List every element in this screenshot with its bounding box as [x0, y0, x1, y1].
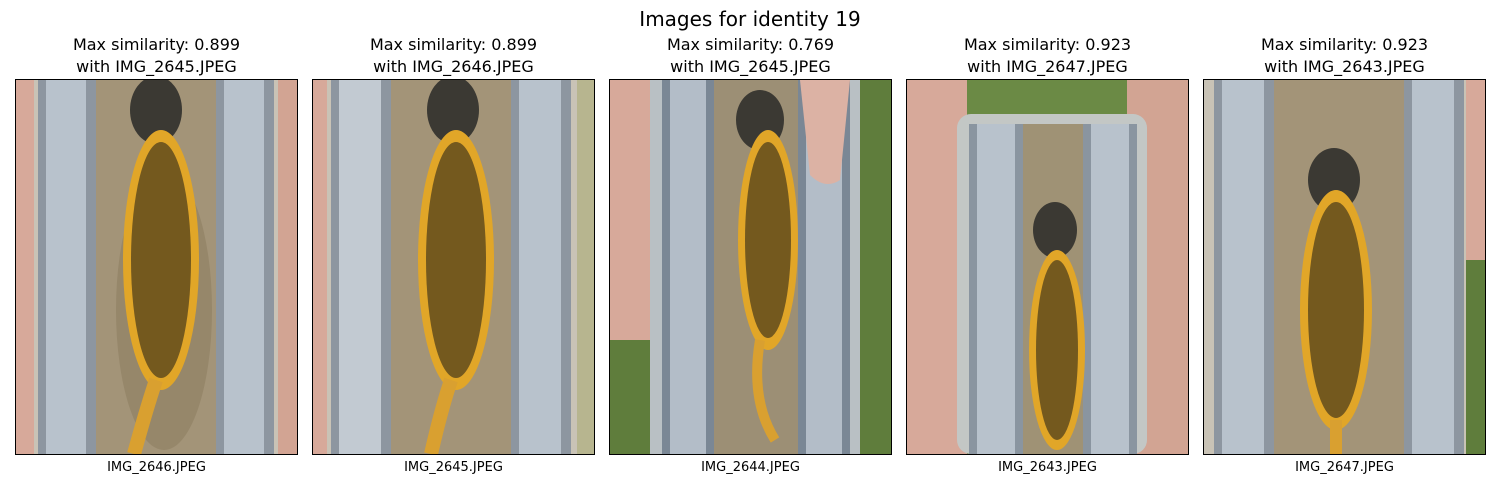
newt-photo — [313, 80, 594, 454]
panel-filename: IMG_2647.JPEG — [1295, 460, 1394, 475]
panel-title-similarity: Max similarity: 0.769 — [666, 35, 835, 54]
panel-title-match: with IMG_2646.JPEG — [373, 57, 534, 76]
panel-title-similarity: Max similarity: 0.923 — [963, 35, 1132, 54]
panel-filename: IMG_2643.JPEG — [998, 460, 1097, 475]
newt-photo — [907, 80, 1188, 454]
panel-title: Max similarity: 0.923 with IMG_2643.JPEG — [1203, 34, 1486, 78]
newt-photo-frame — [609, 79, 892, 455]
newt-photo-frame — [906, 79, 1189, 455]
panel-filename: IMG_2644.JPEG — [701, 460, 800, 475]
newt-photo-frame — [15, 79, 298, 455]
image-panel-3: Max similarity: 0.769 with IMG_2645.JPEG… — [609, 34, 892, 477]
image-panel-1: Max similarity: 0.899 with IMG_2645.JPEG… — [15, 34, 298, 477]
panel-title: Max similarity: 0.899 with IMG_2645.JPEG — [15, 34, 298, 78]
newt-photo — [1204, 80, 1485, 454]
panel-filename: IMG_2646.JPEG — [107, 460, 206, 475]
panel-title-match: with IMG_2647.JPEG — [967, 57, 1128, 76]
newt-photo-frame — [312, 79, 595, 455]
panel-title: Max similarity: 0.923 with IMG_2647.JPEG — [906, 34, 1189, 78]
panel-title-match: with IMG_2645.JPEG — [76, 57, 237, 76]
newt-photo — [610, 80, 891, 454]
image-panel-2: Max similarity: 0.899 with IMG_2646.JPEG… — [312, 34, 595, 477]
panel-title: Max similarity: 0.769 with IMG_2645.JPEG — [609, 34, 892, 78]
image-panel-5: Max similarity: 0.923 with IMG_2643.JPEG… — [1203, 34, 1486, 477]
panel-title-similarity: Max similarity: 0.923 — [1260, 35, 1429, 54]
panel-title-match: with IMG_2645.JPEG — [670, 57, 831, 76]
panel-filename: IMG_2645.JPEG — [404, 460, 503, 475]
panel-title-similarity: Max similarity: 0.899 — [369, 35, 538, 54]
panel-title-match: with IMG_2643.JPEG — [1264, 57, 1425, 76]
image-panel-4: Max similarity: 0.923 with IMG_2647.JPEG… — [906, 34, 1189, 477]
panel-title: Max similarity: 0.899 with IMG_2646.JPEG — [312, 34, 595, 78]
newt-photo — [16, 80, 297, 454]
panel-title-similarity: Max similarity: 0.899 — [72, 35, 241, 54]
figure-title: Images for identity 19 — [639, 7, 861, 31]
newt-photo-frame — [1203, 79, 1486, 455]
